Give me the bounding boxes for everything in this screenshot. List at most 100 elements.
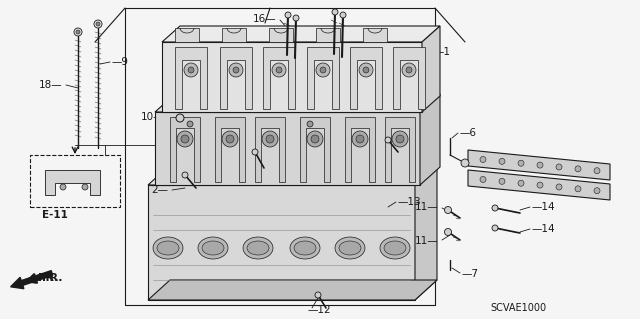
Circle shape [60,184,66,190]
Polygon shape [345,117,375,182]
Circle shape [492,225,498,231]
Circle shape [272,63,286,77]
Circle shape [356,135,364,143]
Polygon shape [316,28,340,42]
Ellipse shape [294,241,316,255]
Ellipse shape [300,167,310,173]
Text: —9: —9 [112,57,129,67]
Text: —6: —6 [460,128,477,138]
Circle shape [556,184,562,190]
Circle shape [556,164,562,170]
Circle shape [76,30,80,34]
Polygon shape [385,117,415,182]
Ellipse shape [202,241,224,255]
Circle shape [222,131,238,147]
Circle shape [594,188,600,194]
Circle shape [340,12,346,18]
Polygon shape [360,170,370,185]
Circle shape [575,186,581,192]
Ellipse shape [335,237,365,259]
Circle shape [359,63,373,77]
Polygon shape [263,47,295,109]
Polygon shape [215,117,245,182]
Circle shape [320,67,326,73]
Polygon shape [148,165,437,185]
Circle shape [518,160,524,166]
Circle shape [332,9,338,15]
Polygon shape [468,150,610,180]
Polygon shape [170,117,200,182]
Circle shape [188,67,194,73]
Text: —1: —1 [434,47,451,57]
Circle shape [182,172,188,178]
Polygon shape [390,170,400,185]
Circle shape [594,168,600,174]
Polygon shape [175,28,199,42]
Circle shape [184,63,198,77]
Circle shape [492,205,498,211]
Text: —14: —14 [532,202,556,212]
Ellipse shape [339,241,361,255]
Polygon shape [45,170,100,195]
Polygon shape [220,47,252,109]
Circle shape [262,131,278,147]
Circle shape [82,184,88,190]
Polygon shape [363,28,387,42]
Circle shape [233,67,239,73]
Polygon shape [148,280,437,300]
Text: 16—: 16— [252,14,276,24]
Circle shape [575,166,581,172]
Circle shape [396,135,404,143]
Circle shape [499,178,505,184]
Circle shape [276,67,282,73]
Circle shape [315,292,321,298]
Circle shape [402,63,416,77]
Polygon shape [269,28,293,42]
Ellipse shape [210,167,220,173]
Circle shape [480,176,486,182]
Text: —15: —15 [402,135,426,145]
Ellipse shape [240,167,250,173]
Ellipse shape [360,167,370,173]
Ellipse shape [198,237,228,259]
Ellipse shape [384,241,406,255]
Circle shape [187,121,193,127]
Circle shape [518,180,524,186]
Circle shape [293,15,299,21]
Text: —12: —12 [308,305,332,315]
Circle shape [341,171,349,179]
Polygon shape [330,170,340,185]
Polygon shape [162,42,422,112]
Text: —13: —13 [404,112,428,122]
Polygon shape [175,47,207,109]
Polygon shape [255,117,285,182]
Polygon shape [300,170,310,185]
Circle shape [177,131,193,147]
Polygon shape [222,28,246,42]
Circle shape [352,131,368,147]
Circle shape [445,228,451,235]
Polygon shape [420,94,440,185]
Polygon shape [300,117,330,182]
Polygon shape [350,47,382,109]
Circle shape [181,135,189,143]
Ellipse shape [157,241,179,255]
Circle shape [285,12,291,18]
Circle shape [252,149,258,155]
Polygon shape [162,26,440,42]
Ellipse shape [180,167,190,173]
Text: 11—: 11— [414,202,438,212]
Text: —13: —13 [398,197,422,207]
Circle shape [226,135,234,143]
Circle shape [499,158,505,164]
Polygon shape [422,26,440,112]
Text: FR.: FR. [38,273,58,283]
Circle shape [307,121,313,127]
Text: 11—: 11— [414,236,438,246]
Ellipse shape [243,237,273,259]
Text: 3—: 3— [224,145,241,155]
Polygon shape [240,170,250,185]
Circle shape [406,67,412,73]
Polygon shape [393,47,425,109]
Circle shape [94,20,102,28]
